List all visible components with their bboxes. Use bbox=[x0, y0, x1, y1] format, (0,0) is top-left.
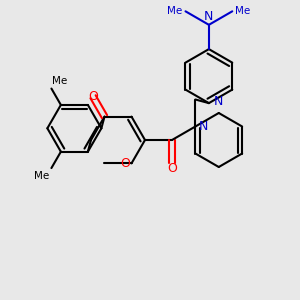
Text: Me: Me bbox=[34, 171, 50, 181]
Text: Me: Me bbox=[167, 6, 182, 16]
Text: O: O bbox=[88, 90, 98, 103]
Text: O: O bbox=[121, 157, 130, 170]
Text: N: N bbox=[214, 95, 224, 108]
Text: N: N bbox=[198, 120, 208, 133]
Text: N: N bbox=[204, 10, 214, 23]
Text: Me: Me bbox=[52, 76, 68, 85]
Text: O: O bbox=[167, 162, 177, 176]
Text: Me: Me bbox=[235, 6, 250, 16]
